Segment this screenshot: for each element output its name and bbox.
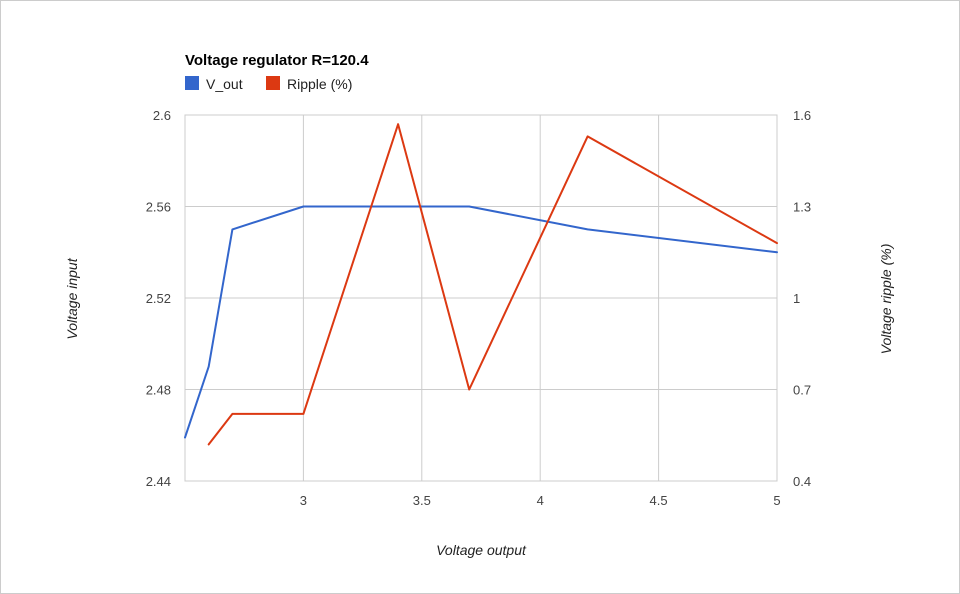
y-right-tick-label: 1.3	[793, 200, 811, 215]
y-left-tick-label: 2.48	[146, 383, 171, 398]
x-tick-label: 5	[773, 493, 780, 508]
x-tick-label: 4	[537, 493, 544, 508]
x-tick-label: 4.5	[650, 493, 668, 508]
legend: V_out Ripple (%)	[185, 76, 352, 92]
tick-labels: 2.44 2.48 2.52 2.56 2.6 0.4 0.7 1 1.3 1.6 3 3.5 4 4.5…	[146, 108, 811, 508]
series-layer	[184, 123, 778, 446]
x-tick-label: 3	[300, 493, 307, 508]
grid-lines	[184, 114, 778, 482]
legend-label-ripple: Ripple (%)	[287, 76, 352, 92]
series-line-v-out	[184, 205, 778, 439]
legend-swatch-v-out	[185, 76, 199, 90]
series-line-ripple	[207, 123, 778, 446]
x-axis-title: Voltage output	[436, 542, 527, 558]
x-tick-label: 3.5	[413, 493, 431, 508]
legend-label-v-out: V_out	[206, 76, 243, 92]
chart-title: Voltage regulator R=120.4	[185, 52, 369, 69]
y-right-tick-label: 0.4	[793, 474, 811, 489]
legend-swatch-ripple	[266, 76, 280, 90]
y-left-tick-label: 2.56	[146, 200, 171, 215]
y-left-tick-label: 2.44	[146, 474, 171, 489]
y-left-tick-label: 2.52	[146, 291, 171, 306]
y-right-tick-label: 1	[793, 291, 800, 306]
y-left-tick-label: 2.6	[153, 108, 171, 123]
y-left-axis-title: Voltage input	[64, 257, 80, 339]
y-right-tick-label: 0.7	[793, 383, 811, 398]
y-right-axis-title: Voltage ripple (%)	[878, 244, 894, 355]
y-right-tick-label: 1.6	[793, 108, 811, 123]
